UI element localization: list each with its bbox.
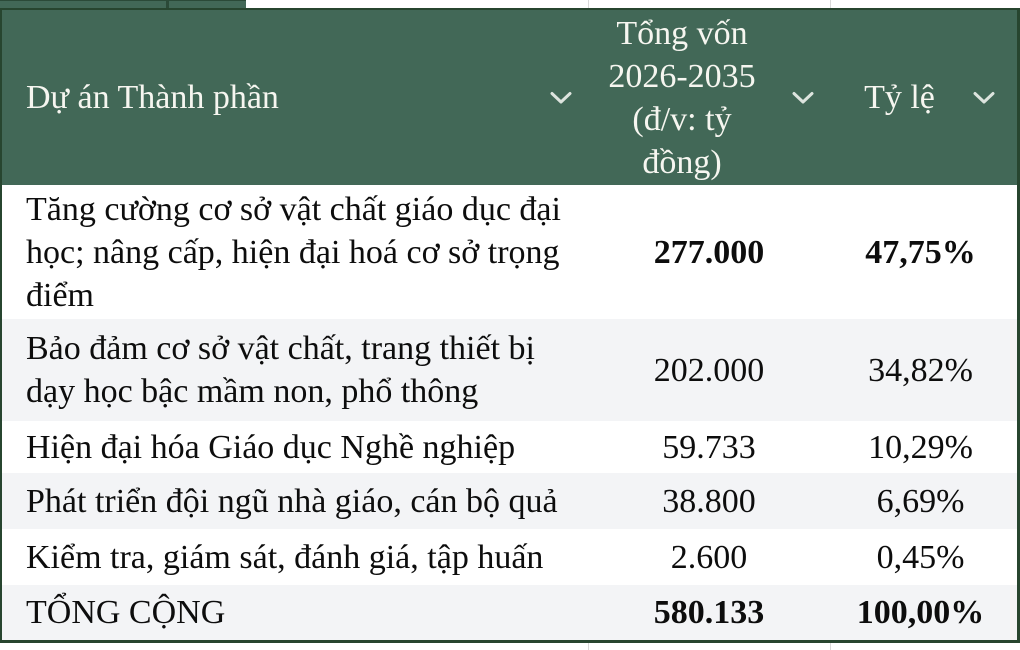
amount-cell: 2.600 bbox=[670, 538, 748, 576]
total-amount-cell: 580.133 bbox=[653, 594, 765, 631]
project-name-cell: Kiểm tra, giám sát, đánh giá, tập huấn bbox=[26, 538, 544, 576]
chevron-down-icon[interactable] bbox=[792, 91, 814, 104]
table-row: Tăng cường cơ sở vật chất giáo dục đại h… bbox=[2, 185, 1017, 319]
table-total-row: TỔNG CỘNG 580.133 100,00% bbox=[2, 585, 1017, 640]
amount-cell: 202.000 bbox=[653, 351, 765, 389]
ratio-cell: 0,45% bbox=[876, 538, 965, 576]
chevron-down-icon[interactable] bbox=[973, 91, 995, 104]
sheet-strip-above-table bbox=[0, 0, 1020, 8]
amount-cell: 277.000 bbox=[653, 233, 765, 271]
column-header-project-label: Dự án Thành phần bbox=[26, 79, 279, 116]
cell-divider bbox=[166, 0, 169, 8]
ratio-cell: 6,69% bbox=[876, 482, 965, 520]
partial-green-cell bbox=[0, 0, 166, 8]
table-header-row: Dự án Thành phần Tổng vốn 2026-2035 (đ/v… bbox=[2, 10, 1017, 185]
ratio-cell: 47,75% bbox=[865, 233, 976, 271]
amount-cell: 38.800 bbox=[662, 482, 756, 520]
sheet-gridline bbox=[588, 0, 589, 8]
project-name-cell: Tăng cường cơ sở vật chất giáo dục đại h… bbox=[26, 190, 561, 314]
column-header-ratio[interactable]: Tỷ lệ bbox=[830, 10, 1017, 185]
table-row: Phát triển đội ngũ nhà giáo, cán bộ quả … bbox=[2, 473, 1017, 529]
sheet-strip-below-table bbox=[0, 643, 1020, 650]
sheet-gridline bbox=[588, 643, 589, 650]
sheet-gridline bbox=[830, 0, 831, 8]
column-header-total-capital-label: Tổng vốn 2026-2035 (đ/v: tỷ đồng) bbox=[608, 14, 756, 181]
table-row: Bảo đảm cơ sở vật chất, trang thiết bị d… bbox=[2, 319, 1017, 421]
ratio-cell: 34,82% bbox=[868, 351, 973, 389]
sheet-gridline bbox=[830, 643, 831, 650]
chevron-down-icon[interactable] bbox=[550, 91, 572, 104]
total-ratio-cell: 100,00% bbox=[856, 594, 985, 631]
project-name-cell: Bảo đảm cơ sở vật chất, trang thiết bị d… bbox=[26, 330, 535, 410]
table-row: Kiểm tra, giám sát, đánh giá, tập huấn 2… bbox=[2, 529, 1017, 585]
column-header-total-capital[interactable]: Tổng vốn 2026-2035 (đ/v: tỷ đồng) bbox=[588, 10, 830, 185]
budget-table: Dự án Thành phần Tổng vốn 2026-2035 (đ/v… bbox=[0, 8, 1020, 643]
partial-green-cell bbox=[169, 0, 246, 8]
project-name-cell: Phát triển đội ngũ nhà giáo, cán bộ quả bbox=[26, 482, 558, 520]
column-header-project[interactable]: Dự án Thành phần bbox=[2, 10, 588, 185]
table-row: Hiện đại hóa Giáo dục Nghề nghiệp 59.733… bbox=[2, 421, 1017, 473]
project-name-cell: Hiện đại hóa Giáo dục Nghề nghiệp bbox=[26, 428, 516, 466]
column-header-ratio-label: Tỷ lệ bbox=[864, 79, 935, 116]
total-label-cell: TỔNG CỘNG bbox=[26, 594, 226, 631]
amount-cell: 59.733 bbox=[662, 428, 756, 466]
ratio-cell: 10,29% bbox=[868, 428, 973, 466]
